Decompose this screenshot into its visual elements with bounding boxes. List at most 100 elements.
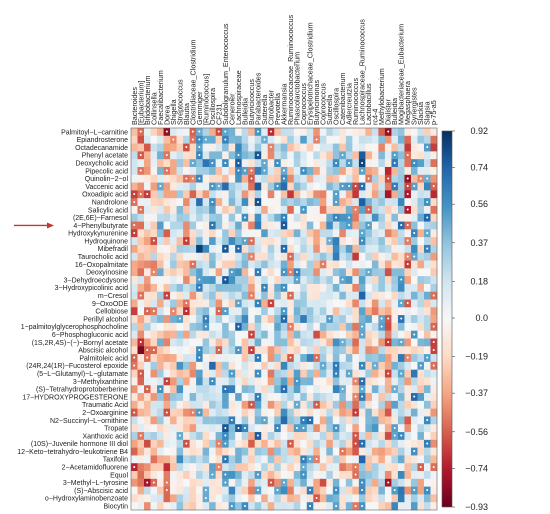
heatmap-cell <box>209 276 216 285</box>
heatmap-cell <box>430 174 438 183</box>
heatmap-cell <box>397 393 405 402</box>
significance-marker: • <box>250 347 253 354</box>
heatmap-cell <box>326 221 334 230</box>
heatmap-cell <box>235 198 242 207</box>
heatmap-cell <box>384 369 392 378</box>
heatmap-cell <box>280 361 288 370</box>
heatmap-cell <box>280 244 288 254</box>
heatmap-cell <box>306 377 314 386</box>
significance-marker: • <box>205 496 208 503</box>
significance-marker: • <box>302 425 305 432</box>
heatmap-cell <box>150 315 158 324</box>
heatmap-cell <box>144 447 151 456</box>
heatmap-cell <box>137 447 145 456</box>
heatmap-cell <box>371 260 379 269</box>
heatmap-cell <box>410 439 418 448</box>
significance-marker: • <box>146 347 149 354</box>
heatmap-cell <box>209 346 216 355</box>
heatmap-cell <box>358 283 366 293</box>
heatmap-cell <box>267 213 275 222</box>
significance-marker: • <box>185 441 188 448</box>
heatmap-cell <box>235 276 242 285</box>
heatmap-cell <box>293 315 301 324</box>
heatmap-cell <box>326 408 334 417</box>
column-label: Phascolarctobacterium <box>293 52 302 125</box>
heatmap-cell <box>332 354 340 363</box>
heatmap-cell <box>345 237 353 246</box>
heatmap-cell <box>209 221 216 230</box>
heatmap-cell <box>384 377 392 386</box>
column-label: [Ruminococcus] <box>201 74 210 125</box>
heatmap-cell <box>274 361 282 370</box>
heatmap-cell <box>384 135 392 144</box>
significance-marker: • <box>133 363 136 370</box>
heatmap-cell <box>326 268 334 277</box>
row-label: 6−Phosphogluconic acid <box>52 332 128 339</box>
heatmap-cell <box>189 494 197 503</box>
heatmap-cell <box>196 408 203 417</box>
heatmap-cell <box>358 143 366 152</box>
heatmap-cell <box>261 361 269 370</box>
heatmap-cell <box>287 346 295 355</box>
heatmap-cell <box>241 369 249 378</box>
heatmap-cell <box>319 198 327 207</box>
heatmap-cell <box>287 486 295 495</box>
heatmap-cell <box>358 260 366 269</box>
significance-marker: • <box>244 238 247 245</box>
heatmap-cell <box>189 361 197 370</box>
heatmap-cell <box>423 439 431 448</box>
heatmap-cell <box>144 252 151 261</box>
heatmap-cell <box>183 408 190 417</box>
significance-marker: • <box>296 277 299 284</box>
heatmap-cell <box>235 393 242 402</box>
heatmap-cell <box>189 229 197 238</box>
heatmap-cell <box>261 439 269 448</box>
row-label: 9−OxoODE <box>92 301 128 308</box>
heatmap-cell <box>261 283 269 293</box>
heatmap-cell <box>254 229 262 238</box>
significance-marker: • <box>211 472 214 479</box>
heatmap-cell <box>352 416 360 425</box>
heatmap-cell <box>345 377 353 386</box>
heatmap-cell <box>274 128 282 137</box>
significance-marker: • <box>166 488 169 495</box>
heatmap-cell <box>131 439 138 448</box>
heatmap-cell <box>332 174 340 183</box>
heatmap-cell <box>261 494 269 503</box>
heatmap-cell <box>378 494 386 503</box>
significance-marker: • <box>283 176 286 183</box>
heatmap-cell <box>397 182 405 191</box>
colorbar-gradient <box>441 130 453 508</box>
significance-marker: • <box>413 184 416 191</box>
heatmap-cell <box>417 432 425 441</box>
heatmap-cell <box>287 377 295 386</box>
heatmap-cell <box>150 471 158 480</box>
heatmap-cell <box>391 244 399 254</box>
heatmap-cell <box>189 244 197 254</box>
heatmap-cell <box>384 128 392 137</box>
heatmap-cell <box>384 502 392 511</box>
heatmap-cell <box>410 244 418 254</box>
heatmap-cell <box>150 424 158 433</box>
significance-marker: • <box>205 137 208 144</box>
heatmap-cell <box>287 432 295 441</box>
heatmap-cell <box>189 221 197 230</box>
heatmap-cell <box>209 244 216 254</box>
heatmap-cell <box>183 416 190 425</box>
heatmap-cell <box>326 166 334 176</box>
heatmap-cell <box>254 346 262 355</box>
heatmap-cell <box>189 463 197 472</box>
heatmap-cell <box>170 502 177 511</box>
heatmap-cell <box>280 315 288 324</box>
significance-marker: • <box>354 433 357 440</box>
heatmap-cell <box>228 166 236 176</box>
heatmap-cell <box>176 221 184 230</box>
heatmap-cell <box>137 268 145 277</box>
heatmap-cell <box>404 502 412 511</box>
heatmap-cell <box>287 315 295 324</box>
heatmap-cell <box>215 346 223 355</box>
heatmap-cell <box>430 244 438 254</box>
heatmap-cell <box>248 338 255 347</box>
significance-marker: • <box>185 238 188 245</box>
heatmap-cell <box>371 198 379 207</box>
